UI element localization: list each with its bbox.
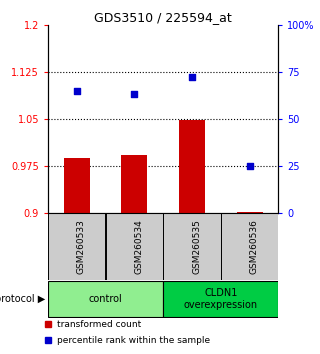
Bar bbox=[164, 281, 278, 317]
Point bbox=[247, 163, 252, 169]
Point bbox=[132, 92, 137, 97]
Text: percentile rank within the sample: percentile rank within the sample bbox=[57, 336, 210, 345]
Bar bbox=[48, 213, 105, 280]
Title: GDS3510 / 225594_at: GDS3510 / 225594_at bbox=[94, 11, 232, 24]
Bar bbox=[48, 281, 163, 317]
Text: transformed count: transformed count bbox=[57, 320, 141, 329]
Bar bbox=[121, 155, 147, 213]
Text: GSM260534: GSM260534 bbox=[134, 219, 143, 274]
Bar bbox=[64, 158, 90, 213]
Bar bbox=[164, 213, 220, 280]
Point bbox=[74, 88, 79, 93]
Text: protocol ▶: protocol ▶ bbox=[0, 294, 46, 304]
Text: GSM260536: GSM260536 bbox=[250, 219, 259, 274]
Text: CLDN1
overexpression: CLDN1 overexpression bbox=[184, 288, 258, 310]
Bar bbox=[237, 212, 262, 213]
Text: control: control bbox=[89, 294, 123, 304]
Bar bbox=[106, 213, 163, 280]
Bar bbox=[179, 120, 205, 213]
Bar bbox=[221, 213, 278, 280]
Point bbox=[189, 75, 195, 80]
Text: GSM260533: GSM260533 bbox=[77, 219, 86, 274]
Text: GSM260535: GSM260535 bbox=[192, 219, 201, 274]
